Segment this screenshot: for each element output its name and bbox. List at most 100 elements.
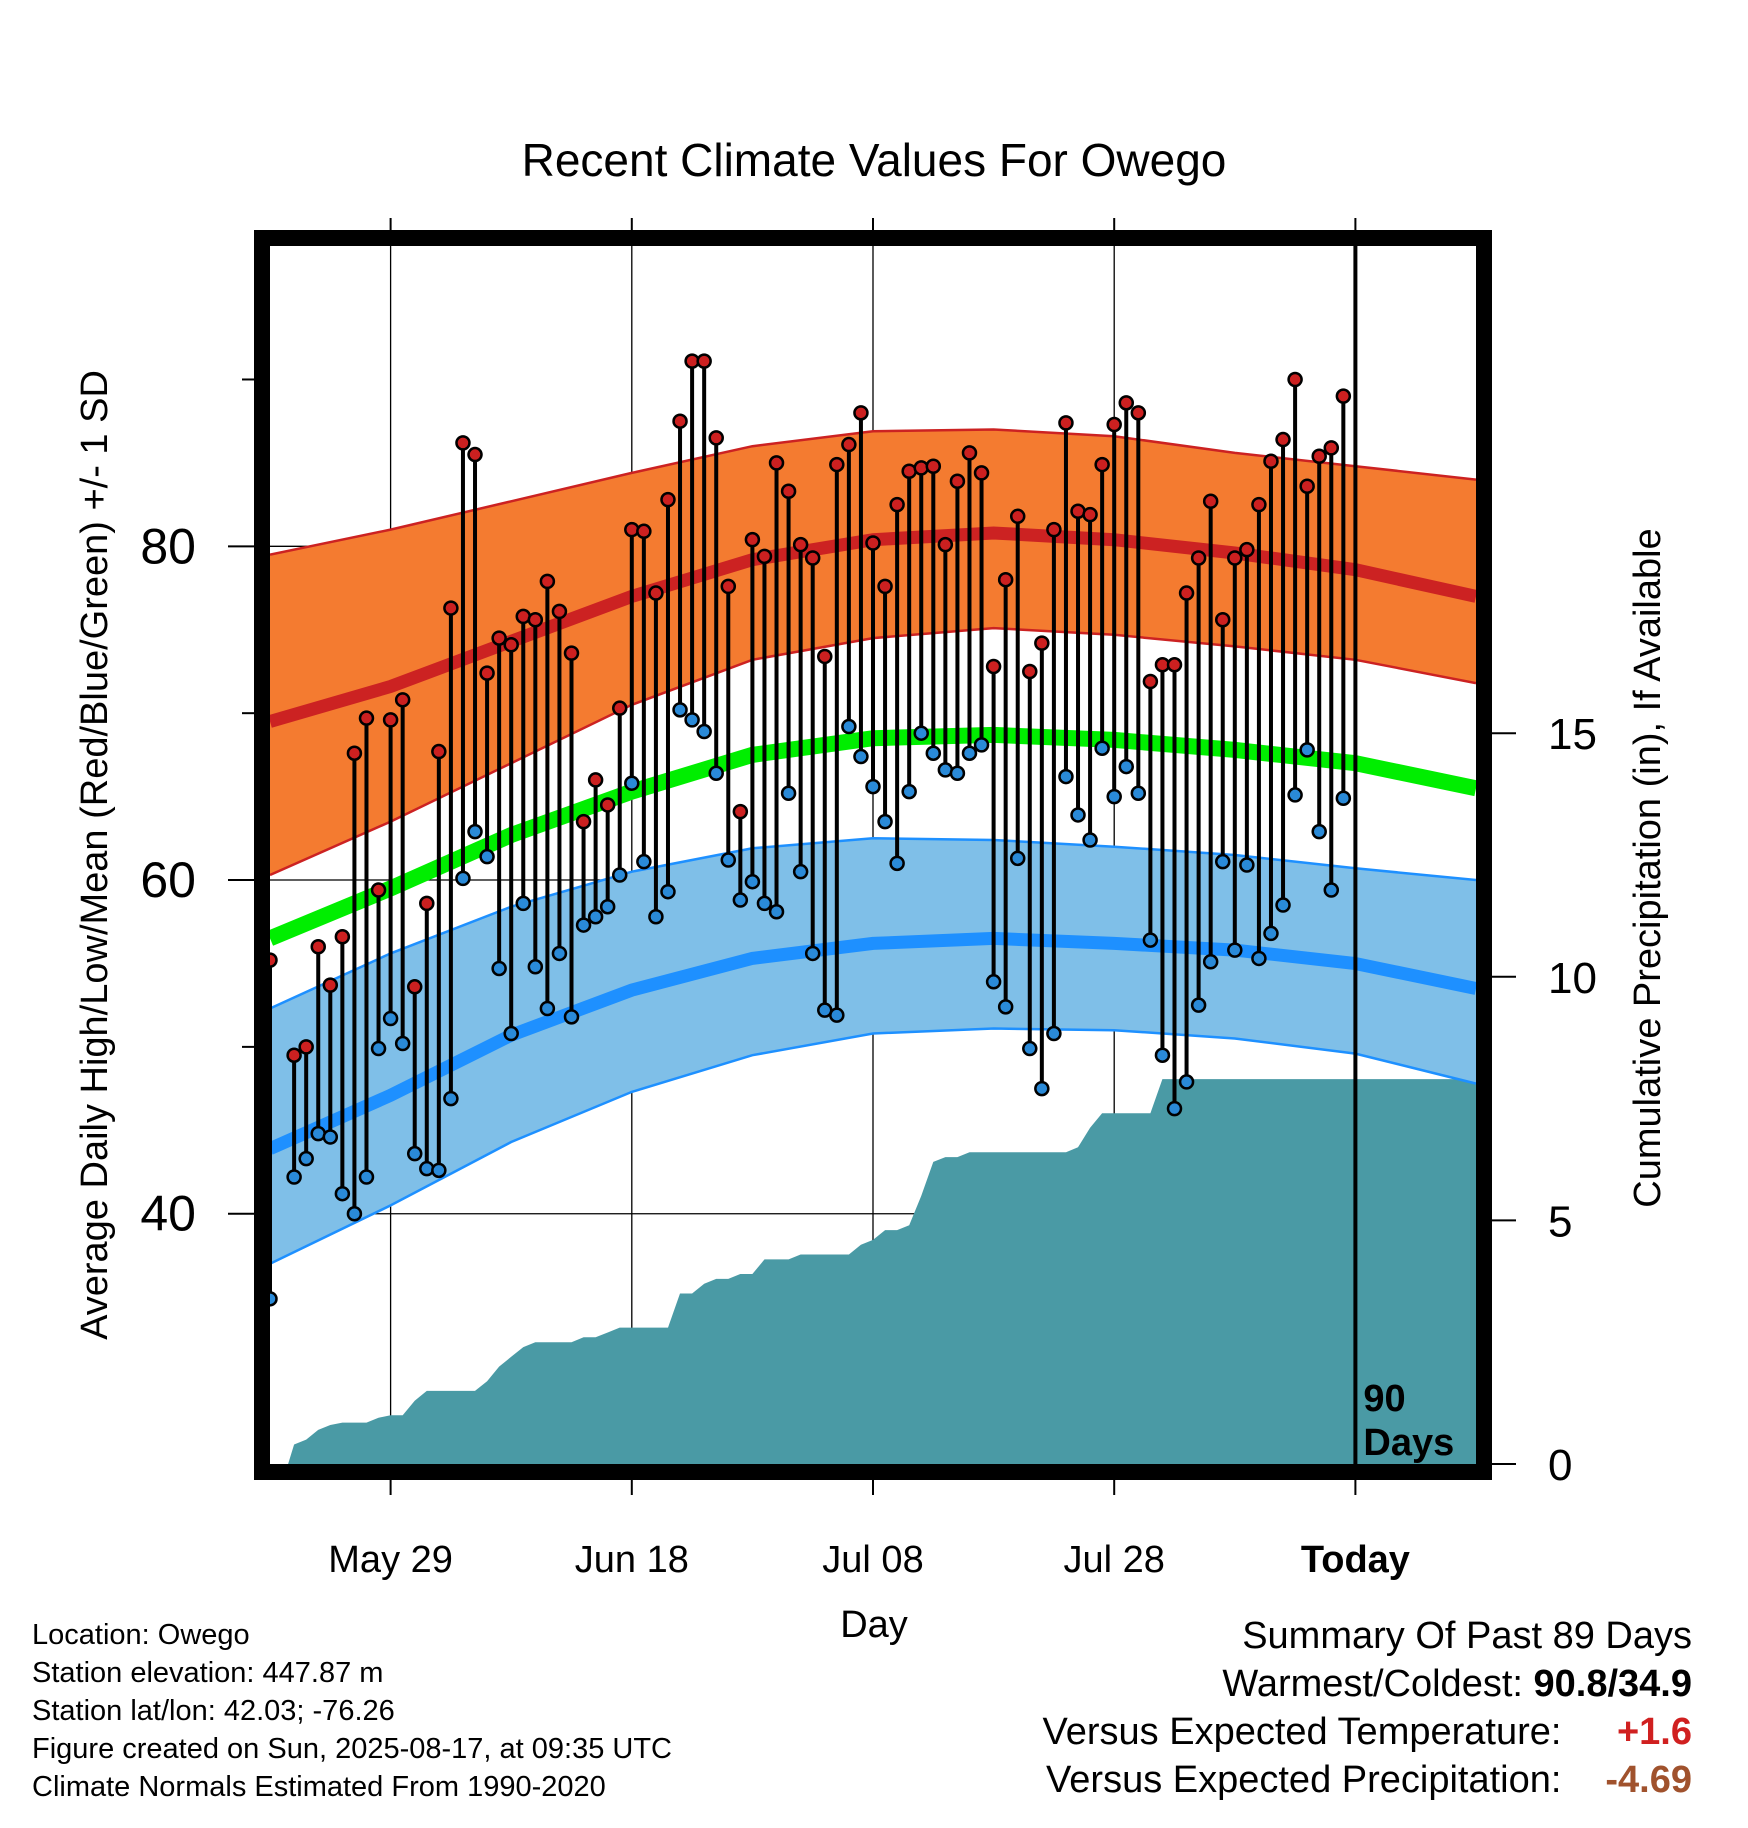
daily-low-point (1009, 850, 1026, 867)
normals-text: Climate Normals Estimated From 1990-2020 (32, 1771, 606, 1803)
daily-high-point (1202, 493, 1219, 510)
daily-low-point (1263, 925, 1279, 942)
daily-high-point (358, 710, 375, 726)
daily-high-point (322, 977, 339, 993)
daily-high-point (611, 700, 628, 716)
daily-high-point (1106, 416, 1122, 433)
chart-title: Recent Climate Values For Owego (522, 134, 1227, 186)
daily-high-point (877, 578, 893, 595)
daily-low-point (443, 1090, 459, 1107)
daily-high-point (479, 665, 495, 681)
precip-vs-expected-row: Versus Expected Precipitation: -4.69 (1043, 1756, 1692, 1804)
daily-low-point (889, 855, 905, 872)
summary-heading: Summary Of Past 89 Days (1242, 1615, 1692, 1657)
daily-low-point (865, 778, 881, 795)
daily-low-point (732, 892, 749, 908)
daily-low-point (708, 765, 724, 781)
daily-low-point (1202, 954, 1219, 970)
low-plus-sd-line (270, 837, 1476, 1010)
daily-low-point (611, 867, 628, 883)
daily-low-point (636, 853, 652, 870)
daily-high-point (503, 637, 519, 653)
daily-high-point (1166, 657, 1183, 673)
daily-high-point (575, 813, 592, 830)
daily-high-point (804, 550, 821, 566)
daily-low-point (1227, 942, 1243, 958)
daily-high-point (1130, 405, 1147, 421)
daily-high-point (1046, 521, 1062, 538)
daily-high-point (370, 882, 387, 898)
today-days-label: Days (1363, 1422, 1454, 1464)
daily-high-point (563, 645, 580, 661)
temp-vs-expected-row: Versus Expected Temperature: +1.6 (1043, 1708, 1692, 1756)
daily-high-point (491, 630, 507, 646)
daily-low-point (1130, 785, 1147, 802)
daily-low-point (1287, 787, 1303, 803)
daily-high-point (551, 603, 568, 620)
daily-low-point (720, 852, 737, 868)
daily-low-point (853, 748, 869, 765)
daily-high-point (949, 473, 966, 490)
daily-high-point (1239, 541, 1255, 558)
daily-low-point (515, 895, 532, 912)
daily-low-point (1335, 790, 1352, 807)
daily-high-point (708, 430, 724, 446)
daily-high-point (660, 491, 676, 508)
warmest-coldest-value: 90.8/34.9 (1533, 1663, 1692, 1705)
y-tick-label-right: 15 (1548, 710, 1597, 759)
daily-high-point (527, 611, 544, 628)
daily-low-point (877, 813, 893, 830)
daily-high-point (792, 536, 809, 553)
daily-high-point (985, 658, 1002, 675)
daily-low-point (370, 1040, 387, 1057)
daily-high-point (720, 578, 737, 595)
daily-low-point (1142, 932, 1159, 948)
precip-vs-expected-value: -4.69 (1605, 1759, 1692, 1801)
daily-low-point (491, 960, 507, 977)
daily-low-point (696, 723, 712, 740)
daily-low-point (1166, 1100, 1183, 1117)
daily-low-point (660, 883, 676, 900)
y-axis-label-right: Cumulative Precipitation (in), If Availa… (1627, 528, 1669, 1207)
daily-low-point (575, 917, 592, 933)
daily-high-point (1227, 550, 1243, 566)
daily-low-point (768, 903, 785, 920)
daily-low-point (925, 745, 942, 761)
daily-high-point (853, 405, 869, 421)
daily-low-point (744, 873, 761, 890)
daily-high-point (756, 548, 773, 565)
daily-high-point (961, 445, 978, 461)
daily-high-point (382, 712, 399, 728)
daily-high-point (817, 648, 833, 665)
daily-low-point (406, 1145, 423, 1162)
daily-low-point (286, 1169, 302, 1185)
daily-low-point (358, 1169, 375, 1185)
daily-low-point (624, 775, 640, 792)
daily-high-point (925, 458, 942, 474)
daily-low-point (346, 1205, 363, 1222)
daily-low-point (1070, 807, 1086, 823)
daily-high-point (1142, 673, 1159, 690)
daily-low-point (1046, 1025, 1062, 1042)
daily-high-point (539, 573, 556, 590)
daily-low-point (1275, 897, 1291, 913)
temp-vs-expected-label: Versus Expected Temperature: (1042, 1711, 1562, 1753)
daily-high-point (973, 465, 990, 481)
y-tick-label-right: 5 (1548, 1197, 1572, 1246)
y-tick-label-left: 80 (140, 518, 196, 574)
daily-high-point (1009, 508, 1026, 525)
daily-high-point (732, 803, 749, 820)
daily-low-point (527, 959, 544, 975)
warmest-coldest-row: Warmest/Coldest: 90.8/34.9 (1043, 1660, 1692, 1708)
daily-low-point (1214, 853, 1231, 870)
daily-low-point (587, 908, 604, 925)
daily-high-point (1058, 415, 1074, 431)
daily-low-point (1118, 758, 1135, 775)
daily-high-point (1275, 431, 1291, 448)
daily-low-point (298, 1150, 314, 1167)
daily-low-point (1058, 768, 1074, 785)
x-tick-label: Jun 18 (575, 1539, 689, 1581)
daily-low-point (563, 1009, 580, 1025)
